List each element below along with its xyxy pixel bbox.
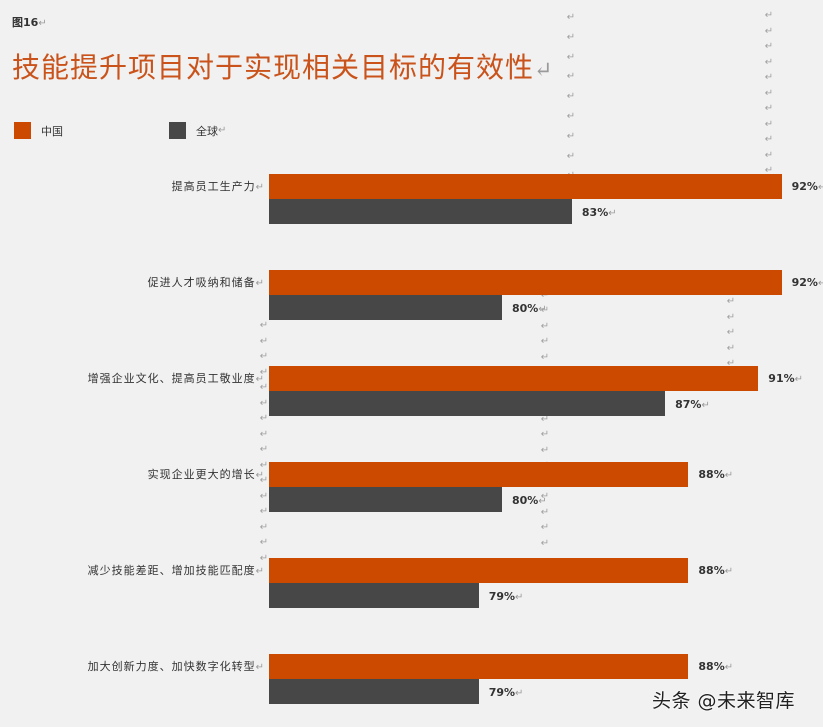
legend-item-china: 中国 [14,122,63,139]
category-label: 加大创新力度、加快数字化转型↵ [87,660,265,673]
paragraph-marks-column: ↵ ↵ ↵ ↵ ↵ ↵ ↵ ↵ ↵ ↵ ↵ [764,10,774,176]
bar-group: 减少技能差距、增加技能匹配度↵ 88%↵ 79%↵ [0,544,823,608]
value-label-china: 91%↵ [768,372,804,385]
value-label-china: 88%↵ [698,660,734,673]
value-label-global: 79%↵ [488,686,524,699]
bar-china [269,558,689,583]
bar-china [269,462,689,487]
chart-legend: 中国 全球 ↵ [14,122,414,140]
legend-swatch-global [169,122,186,139]
bar-group: 提高员工生产力↵ 92%↵ 83%↵ [0,160,823,224]
legend-item-global: 全球 ↵ [169,122,226,139]
category-label: 减少技能差距、增加技能匹配度↵ [87,564,265,577]
bar-group: 促进人才吸纳和储备↵ 92%↵ 80%↵ [0,256,823,320]
chart-title: 技能提升项目对于实现相关目标的有效性↵ [12,51,554,84]
watermark: 头条 @未来智库 [652,690,796,712]
category-label: 实现企业更大的增长↵ [147,468,265,481]
value-label-global: 80%↵ [512,302,547,315]
bar-group: 增强企业文化、提高员工敬业度↵ 91%↵ 87%↵ [0,352,823,416]
bar-group: 加大创新力度、加快数字化转型↵ 88%↵ 79%↵ [0,640,823,704]
value-label-china: 88%↵ [698,564,734,577]
category-label: 增强企业文化、提高员工敬业度↵ [87,372,265,385]
value-label-global: 80%↵ [512,494,547,507]
value-label-global: 79%↵ [488,590,524,603]
legend-label-global: 全球 [196,124,218,138]
bar-china [269,654,689,679]
value-label-china: 92%↵ [791,276,823,289]
bar-china [269,366,759,391]
bar-group: 实现企业更大的增长↵ 88%↵ 80%↵ [0,448,823,512]
bar-global [269,391,666,416]
category-label: 促进人才吸纳和储备↵ [147,276,265,289]
figure-label: 图16↵ [12,16,47,29]
value-label-global: 87%↵ [675,398,710,411]
value-label-global: 83%↵ [581,206,617,219]
bar-global [269,583,479,608]
bar-china [269,174,782,199]
bar-china [269,270,782,295]
legend-swatch-china [14,122,31,139]
bar-global [269,487,502,512]
bar-global [269,295,502,320]
paragraph-marks-column: ↵ ↵ ↵ ↵ ↵ ↵ ↵ ↵ ↵ ↵ ↵ ↵ ↵ ↵ ↵ ↵ [259,320,269,564]
legend-label-china: 中国 [41,124,63,138]
bar-global [269,199,572,224]
category-label: 提高员工生产力↵ [171,180,265,193]
bar-global [269,679,479,704]
value-label-china: 92%↵ [791,180,823,193]
paragraph-marks-column: ↵ ↵ ↵ ↵ ↵ [726,296,736,369]
value-label-china: 88%↵ [698,468,734,481]
bar-chart: 提高员工生产力↵ 92%↵ 83%↵ 促进人才吸纳和储备↵ 92%↵ 80%↵ 增强企业文化… [0,160,823,720]
